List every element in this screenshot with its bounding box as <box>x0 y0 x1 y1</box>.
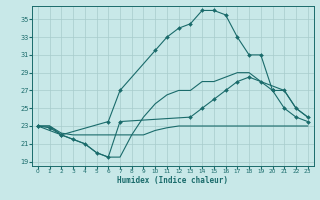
X-axis label: Humidex (Indice chaleur): Humidex (Indice chaleur) <box>117 176 228 185</box>
